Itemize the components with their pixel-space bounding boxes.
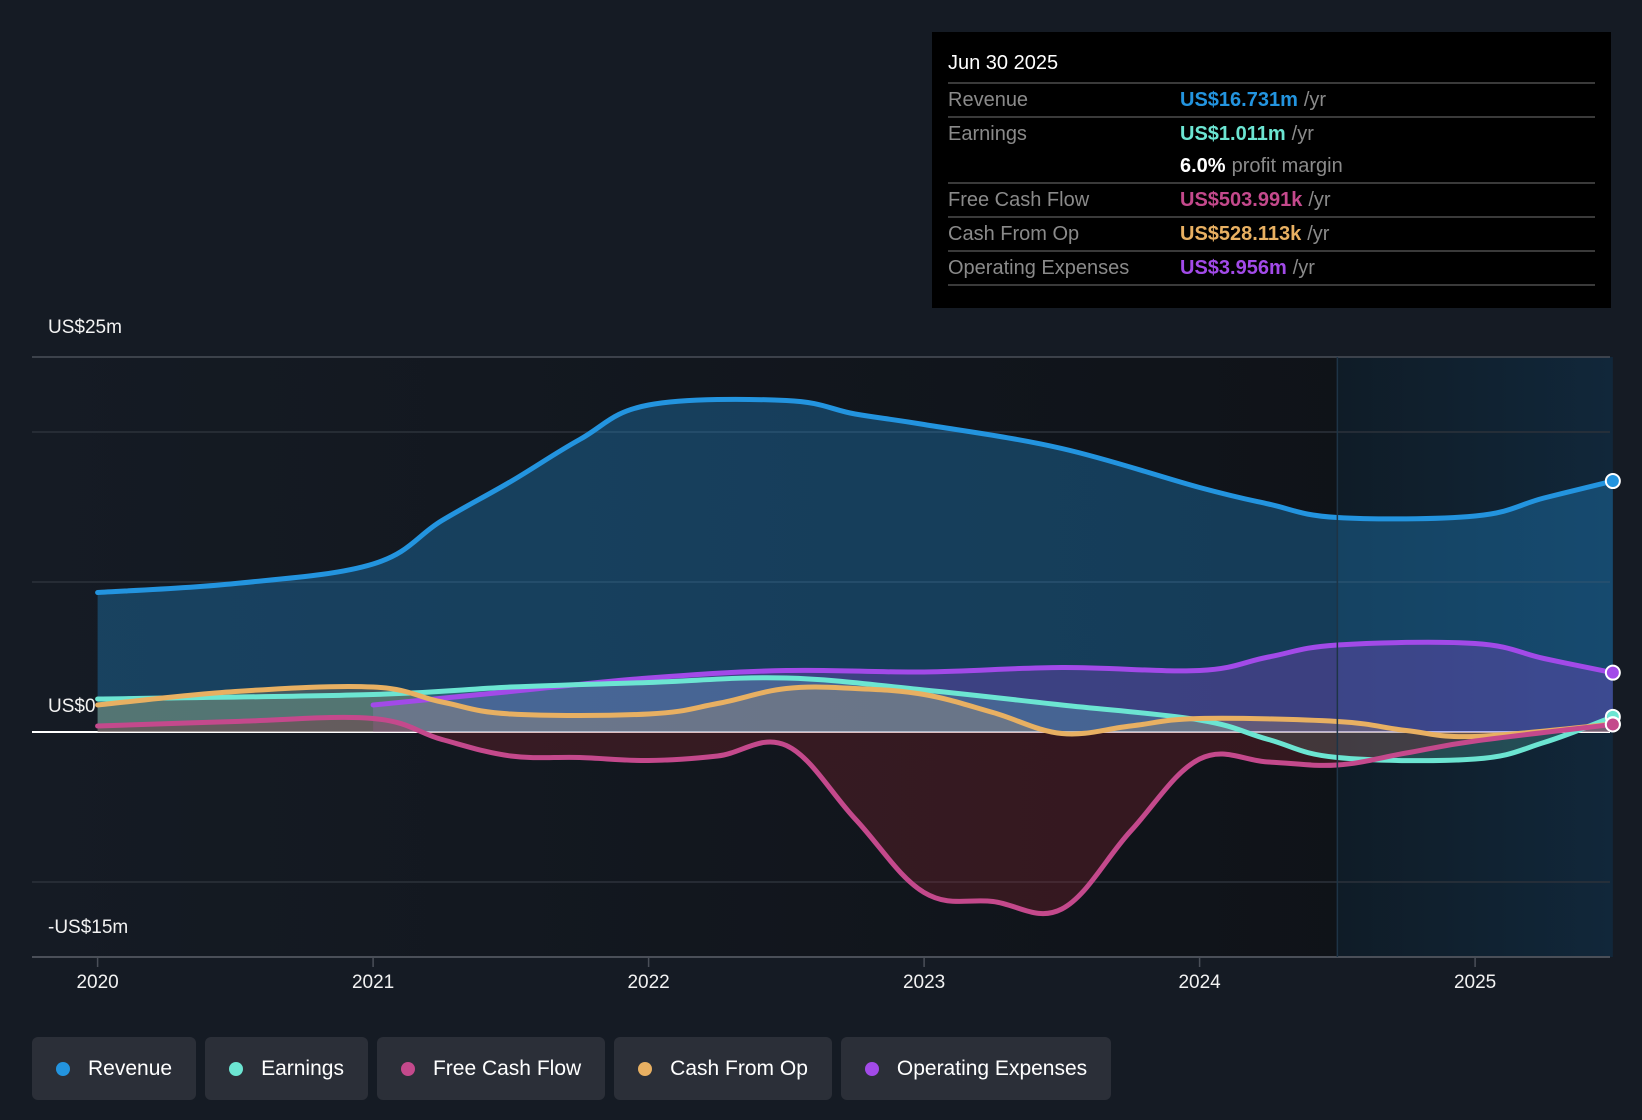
earnings-line (95, 675, 1616, 764)
legend-label: Revenue (88, 1056, 173, 1080)
tooltip-row-revenue: Revenue US$16.731m /yr (948, 82, 1595, 116)
y-tick-label: US$0 (48, 696, 96, 717)
legend-item-cash-from-op[interactable]: Cash From Op (614, 1037, 832, 1100)
y-tick-label: -US$15m (48, 917, 129, 938)
tooltip-value: US$3.956m (1180, 256, 1287, 279)
legend-label: Cash From Op (670, 1056, 808, 1080)
revenue-line (95, 396, 1616, 595)
y-tick-label: US$25m (48, 317, 122, 338)
legend-label: Operating Expenses (896, 1056, 1088, 1080)
tooltip-row-earnings: Earnings US$1.011m /yr (948, 116, 1595, 150)
tooltip-row-free-cash-flow: Free Cash Flow US$503.991k /yr (948, 182, 1595, 216)
tooltip-unit: /yr (1291, 122, 1314, 145)
x-axis (32, 956, 1610, 967)
x-tick-label: 2024 (1178, 972, 1221, 993)
tooltip-label: Earnings (948, 122, 1027, 145)
tooltip-row-cash-from-op: Cash From Op US$528.113k /yr (948, 216, 1595, 250)
tooltip-label: Cash From Op (948, 222, 1080, 245)
operating-expenses-end-marker (1604, 664, 1621, 681)
tooltip-date: Jun 30 2025 (948, 52, 1059, 74)
tooltip-unit: /yr (1308, 188, 1331, 211)
legend-label: Free Cash Flow (432, 1056, 582, 1080)
tooltip-label: Operating Expenses (948, 256, 1130, 279)
x-tick-label: 2021 (351, 972, 395, 993)
tooltip-value: US$1.011m (1180, 122, 1286, 145)
tooltip-value: US$16.731m (1180, 88, 1298, 111)
revenue-dot-icon (56, 1061, 70, 1076)
forecast-highlight-band (1337, 357, 1613, 957)
tooltip-divider (948, 284, 1595, 286)
cash-from-op-dot-icon (638, 1061, 653, 1076)
tooltip-label: Free Cash Flow (948, 188, 1090, 211)
earnings-area (97, 677, 1613, 761)
legend-item-operating-expenses[interactable]: Operating Expenses (840, 1037, 1112, 1100)
tooltip-value: US$528.113k (1180, 222, 1302, 245)
free-cash-flow-end-marker (1604, 716, 1621, 733)
tooltip-panel: Jun 30 2025 Revenue US$16.731m /yr Earni… (932, 32, 1611, 308)
earnings-dot-icon (229, 1061, 244, 1076)
tooltip-unit: /yr (1307, 222, 1330, 245)
legend-item-earnings[interactable]: Earnings (205, 1037, 368, 1100)
series-lines (95, 396, 1616, 917)
tooltip-value: 6.0% (1180, 154, 1226, 177)
tooltip-unit: /yr (1292, 256, 1315, 279)
tooltip-unit: /yr (1303, 88, 1327, 111)
legend-item-free-cash-flow[interactable]: Free Cash Flow (376, 1037, 606, 1100)
chart-legend: Revenue Earnings Free Cash Flow Cash Fro… (32, 1037, 1112, 1100)
legend-item-revenue[interactable]: Revenue (32, 1037, 197, 1100)
tooltip-unit: profit margin (1231, 154, 1343, 177)
tooltip-value: US$503.991k (1180, 188, 1303, 211)
revenue-end-marker (1604, 473, 1621, 490)
series-end-markers (1604, 473, 1621, 733)
tooltip-row-operating-expenses: Operating Expenses US$3.956m /yr (948, 250, 1595, 284)
x-tick-label: 2023 (902, 972, 946, 993)
revenue-area (97, 399, 1613, 732)
cash-from-op-line (95, 683, 1616, 740)
operating-expenses-dot-icon (864, 1061, 879, 1076)
x-tick-label: 2025 (1453, 972, 1497, 993)
cash-from-op-area (97, 686, 1613, 737)
x-tick-label: 2020 (76, 972, 119, 993)
free-cash-flow-dot-icon (400, 1061, 415, 1076)
x-tick-label: 2022 (627, 972, 670, 993)
tooltip-label: Revenue (948, 88, 1029, 111)
legend-label: Earnings (261, 1056, 344, 1080)
free-cash-flow-line (95, 714, 1616, 917)
tooltip-row-profit-margin: 6.0% profit margin (948, 150, 1595, 182)
